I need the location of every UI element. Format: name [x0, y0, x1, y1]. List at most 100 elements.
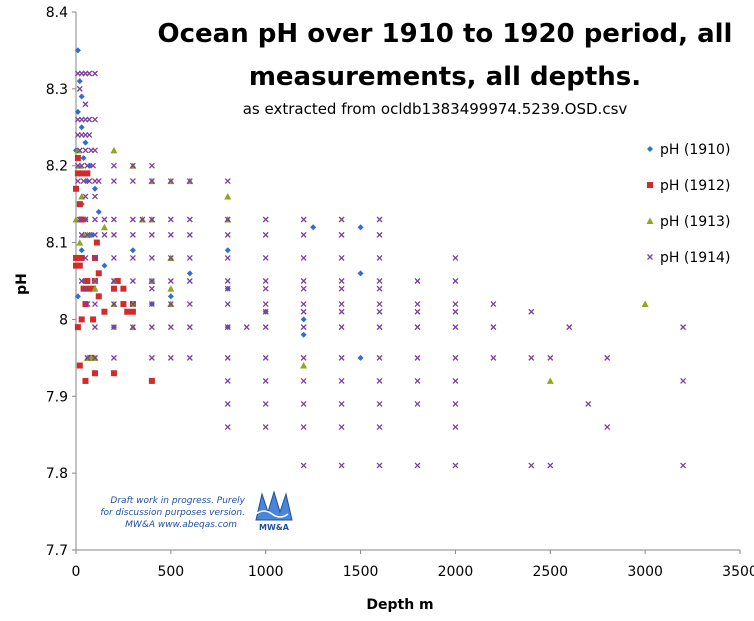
data-point: [82, 254, 89, 261]
data-point: [224, 231, 231, 238]
data-point: [300, 216, 307, 223]
data-point: [376, 231, 383, 238]
data-point: [110, 278, 117, 284]
data-point: [224, 377, 231, 384]
data-point: [357, 224, 364, 231]
data-point: [95, 178, 102, 185]
watermark: Draft work in progress. Purely for discu…: [100, 490, 293, 532]
data-point: [110, 178, 117, 185]
data-point: [82, 285, 89, 292]
data-point: [452, 401, 459, 407]
y-tick-label: 8.1: [46, 236, 68, 252]
data-point: [414, 377, 421, 384]
data-point: [76, 78, 83, 85]
data-point: [91, 285, 99, 292]
x-tick-label: 2500: [532, 564, 568, 580]
data-point: [92, 216, 98, 223]
y-axis-ticks: 7.7 7.8 7.9 8 8.1 8.2 8.3 8.4: [46, 5, 76, 559]
data-point: [91, 370, 98, 377]
data-point: [357, 354, 364, 361]
data-point: [92, 193, 98, 200]
data-point: [452, 254, 459, 261]
data-point: [110, 324, 117, 331]
data-point: [262, 301, 269, 308]
data-point: [148, 324, 155, 331]
data-point: [84, 170, 91, 177]
data-point: [376, 324, 383, 331]
data-point: [604, 424, 611, 430]
data-point: [84, 162, 91, 169]
data-point: [186, 178, 193, 185]
data-point: [114, 278, 121, 284]
data-point: [82, 101, 89, 108]
data-point: [310, 224, 317, 231]
data-point: [376, 354, 383, 361]
data-point: [414, 278, 421, 284]
data-point: [73, 185, 79, 192]
data-point: [78, 170, 85, 177]
x-tick-label: 3000: [627, 564, 663, 580]
data-point: [186, 231, 193, 238]
chart-title-line-2: measurements, all depths.: [249, 62, 641, 92]
data-points: [72, 47, 687, 469]
data-point: [124, 308, 131, 315]
data-point: [129, 162, 136, 169]
data-point: [300, 377, 307, 384]
data-point: [186, 270, 193, 277]
data-point: [376, 462, 383, 469]
data-point: [338, 401, 345, 407]
data-point: [680, 324, 687, 331]
data-point: [338, 285, 345, 292]
legend-marker: [647, 254, 653, 260]
data-point: [452, 462, 459, 469]
data-point: [78, 247, 85, 254]
data-point: [547, 462, 554, 469]
data-point: [110, 231, 117, 238]
data-point: [167, 324, 174, 331]
data-point: [300, 401, 307, 407]
data-point: [300, 254, 307, 261]
data-point: [101, 216, 108, 223]
data-point: [528, 462, 535, 469]
data-point: [186, 324, 193, 331]
legend-marker: [647, 182, 653, 188]
data-point: [300, 308, 307, 315]
data-point: [376, 254, 383, 261]
data-point: [224, 424, 231, 430]
data-point: [262, 424, 269, 430]
data-point: [148, 178, 155, 185]
data-point: [186, 301, 193, 308]
data-point: [224, 247, 231, 254]
data-point: [547, 354, 554, 361]
data-point: [414, 324, 421, 331]
data-point: [92, 231, 98, 238]
data-point: [490, 301, 497, 308]
legend-marker: [647, 146, 653, 152]
data-point: [129, 324, 136, 331]
data-point: [528, 354, 535, 361]
data-point: [76, 147, 83, 154]
y-tick-label: 8: [59, 312, 68, 328]
data-point: [680, 462, 687, 469]
data-point: [414, 301, 421, 308]
data-point: [101, 231, 108, 238]
data-point: [376, 377, 383, 384]
series-3: [74, 70, 687, 469]
data-point: [452, 308, 459, 315]
data-point: [148, 285, 155, 292]
data-point: [452, 324, 459, 331]
data-point: [148, 254, 155, 261]
data-point: [86, 132, 93, 138]
legend-label: pH (1914): [660, 250, 730, 266]
data-point: [129, 216, 136, 223]
data-point: [167, 178, 174, 185]
legend: pH (1910) pH (1912) pH (1913) pH (1914): [646, 142, 730, 266]
data-point: [92, 301, 98, 308]
data-point: [90, 316, 97, 323]
data-point: [84, 278, 91, 284]
data-point: [376, 278, 383, 284]
data-point: [148, 231, 155, 238]
y-tick-label: 8.4: [46, 5, 68, 21]
data-point: [74, 178, 81, 185]
data-point: [78, 278, 85, 284]
